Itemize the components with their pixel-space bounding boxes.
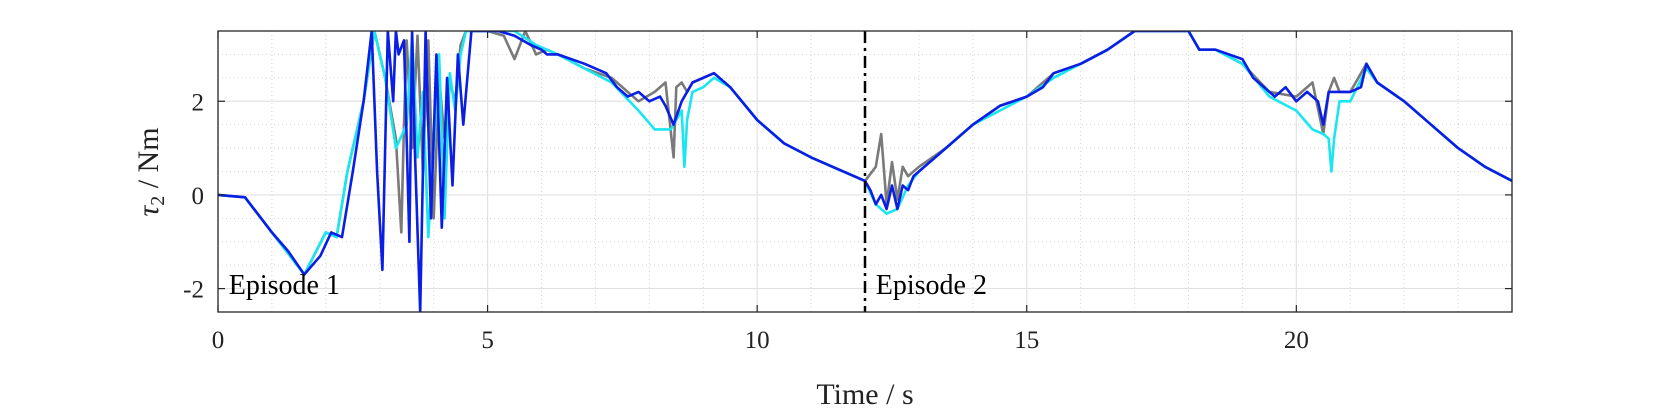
x-tick-label: 5 xyxy=(481,327,494,354)
series-line-cyan xyxy=(218,31,1512,276)
y-tick-label: 0 xyxy=(192,183,205,210)
x-axis-label: Time / s xyxy=(816,378,913,411)
y-axis-label-symbol: τ xyxy=(132,205,165,217)
x-tick-label: 20 xyxy=(1284,327,1309,354)
episode-annotations: Episode 1 Episode 2 xyxy=(229,270,987,301)
x-tick-label: 0 xyxy=(212,327,225,354)
y-tick-label: 2 xyxy=(192,89,205,116)
x-tick-label: 15 xyxy=(1014,327,1039,354)
y-axis-label-subscript: 2 xyxy=(147,196,169,206)
axis-ticks xyxy=(217,31,1512,312)
episode-label: Episode 2 xyxy=(876,270,987,301)
axis-tick-labels: 0 5 10 15 20 -2 0 2 xyxy=(183,89,1309,354)
x-tick-label: 10 xyxy=(745,327,770,354)
y-axis-label: τ2 / Nm xyxy=(132,127,169,216)
plot-frame xyxy=(217,30,1513,313)
series-lines xyxy=(218,31,1512,312)
series-line-blue xyxy=(218,31,1512,312)
y-tick-label: -2 xyxy=(183,277,204,304)
y-axis-label-unit: / Nm xyxy=(132,127,165,195)
episode-label: Episode 1 xyxy=(229,270,340,301)
